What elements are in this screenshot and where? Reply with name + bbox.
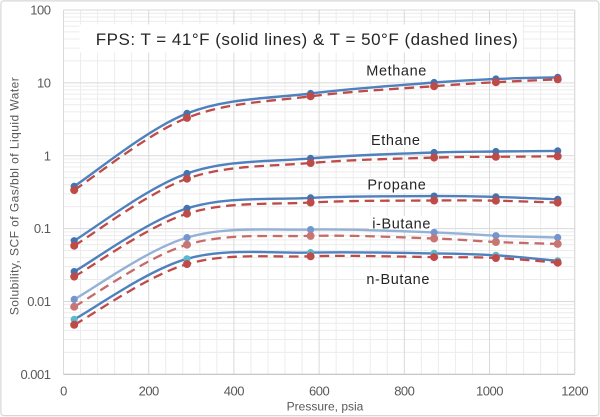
svg-text:1200: 1200 [561, 383, 588, 398]
svg-text:0: 0 [60, 383, 67, 398]
svg-text:0.1: 0.1 [34, 221, 51, 236]
svg-text:Ethane: Ethane [371, 133, 421, 149]
svg-text:Methane: Methane [366, 64, 427, 80]
svg-text:1000: 1000 [476, 383, 503, 398]
svg-text:800: 800 [394, 383, 414, 398]
svg-text:0.001: 0.001 [20, 367, 50, 382]
svg-text:i-Butane: i-Butane [372, 216, 431, 232]
svg-text:10: 10 [37, 76, 51, 91]
svg-text:600: 600 [309, 383, 329, 398]
svg-text:FPS: T = 41°F (solid lines) &: FPS: T = 41°F (solid lines) & T = 50°F (… [96, 30, 518, 49]
svg-text:Pressure, psia: Pressure, psia [287, 400, 364, 414]
svg-text:Solubility, SCF of Gas/bbl of: Solubility, SCF of Gas/bbl of Liquid Wat… [8, 77, 22, 315]
svg-text:1: 1 [44, 148, 51, 163]
svg-text:400: 400 [224, 383, 244, 398]
svg-text:100: 100 [30, 3, 50, 18]
svg-text:200: 200 [139, 383, 159, 398]
svg-text:Propane: Propane [367, 178, 426, 194]
svg-text:n-Butane: n-Butane [366, 272, 430, 288]
svg-text:0.01: 0.01 [27, 294, 51, 309]
